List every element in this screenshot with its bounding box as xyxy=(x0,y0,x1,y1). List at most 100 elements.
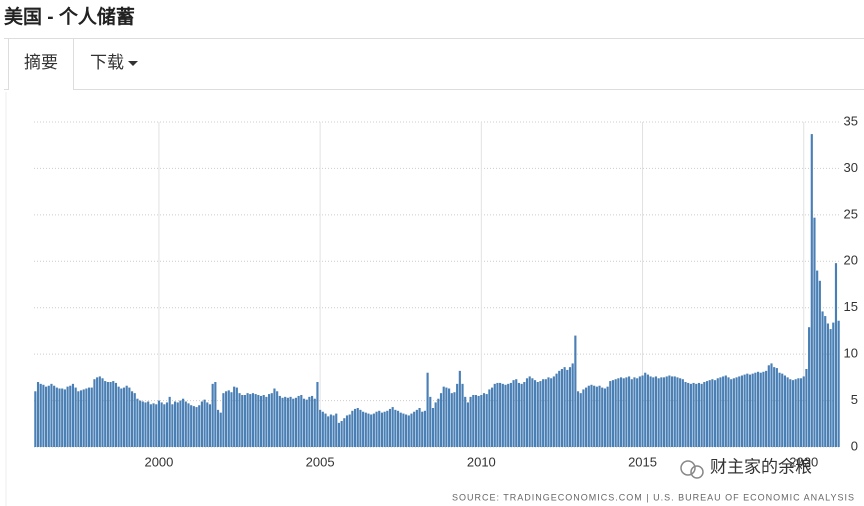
bar xyxy=(423,410,426,447)
bar xyxy=(442,386,445,447)
bar xyxy=(488,389,491,447)
bar xyxy=(638,376,641,447)
bar xyxy=(356,408,359,447)
bar xyxy=(190,405,193,447)
bar xyxy=(531,378,534,447)
bar xyxy=(125,385,128,447)
bar xyxy=(431,408,435,447)
bar xyxy=(829,329,832,447)
bar xyxy=(453,392,456,447)
tab-label[interactable]: 下载 xyxy=(90,53,124,72)
bar xyxy=(109,382,112,447)
bar xyxy=(560,369,564,447)
bar xyxy=(90,387,93,447)
bar xyxy=(305,399,308,447)
bar xyxy=(810,134,813,448)
bar xyxy=(692,382,695,447)
bar xyxy=(713,380,717,447)
bar xyxy=(805,369,808,447)
bar xyxy=(39,383,42,447)
bar xyxy=(160,402,163,447)
bar xyxy=(246,393,249,447)
bar xyxy=(310,395,314,447)
y-tick-label: 15 xyxy=(844,299,858,314)
bar xyxy=(182,398,185,447)
bar xyxy=(568,367,572,447)
chart: SOURCE: TRADINGECONOMICS.COM | U.S. BURE… xyxy=(5,92,858,506)
bar xyxy=(740,375,744,447)
bar xyxy=(662,377,666,447)
bar xyxy=(211,383,214,447)
bar xyxy=(614,379,617,447)
bar xyxy=(571,363,574,447)
bar xyxy=(200,401,203,447)
bar xyxy=(155,404,158,447)
bar xyxy=(719,377,722,447)
bar xyxy=(367,413,370,447)
bar xyxy=(738,376,741,447)
bar xyxy=(778,372,781,447)
bar xyxy=(345,415,349,447)
bar xyxy=(208,404,212,447)
bar xyxy=(456,383,459,447)
bar xyxy=(730,379,733,447)
caret-icon[interactable] xyxy=(128,61,138,67)
bar xyxy=(289,396,292,447)
bar xyxy=(136,398,139,447)
bar xyxy=(727,377,730,447)
bar xyxy=(265,396,268,447)
bar xyxy=(630,379,633,447)
bar xyxy=(509,382,512,447)
bar xyxy=(708,380,711,447)
y-tick-label: 0 xyxy=(851,438,858,453)
bar xyxy=(259,395,263,447)
bar xyxy=(292,398,295,447)
bar xyxy=(732,378,735,447)
bar xyxy=(687,382,690,447)
bar xyxy=(262,395,265,447)
x-tick-label: 2005 xyxy=(306,454,335,469)
bar xyxy=(254,394,257,447)
bar xyxy=(536,382,539,447)
bar xyxy=(276,391,279,447)
bar xyxy=(574,335,577,447)
bar xyxy=(122,387,126,447)
bar xyxy=(50,383,53,447)
bar xyxy=(112,381,115,447)
bar xyxy=(598,385,601,447)
bar xyxy=(152,403,155,447)
bar xyxy=(364,412,367,447)
bar xyxy=(832,322,835,447)
tab-dropdown[interactable]: 下载 xyxy=(90,39,138,89)
watermark-text: 财主家的余粮 xyxy=(710,457,812,476)
bar xyxy=(284,396,287,447)
bar xyxy=(348,414,351,447)
bar xyxy=(399,412,402,447)
bar xyxy=(300,395,303,447)
bar xyxy=(163,404,166,447)
bar xyxy=(681,379,684,447)
bar xyxy=(504,384,507,447)
y-tick-label: 10 xyxy=(844,346,858,361)
bar xyxy=(79,390,83,447)
bar xyxy=(783,375,786,447)
bar xyxy=(593,385,596,447)
bar xyxy=(684,382,687,447)
tab[interactable]: 摘要 xyxy=(8,39,74,90)
bar xyxy=(799,378,803,447)
bar xyxy=(641,375,644,447)
bar xyxy=(216,409,220,447)
bar xyxy=(813,217,816,447)
y-tick-label: 20 xyxy=(844,253,858,268)
bar xyxy=(654,376,658,447)
bar xyxy=(434,402,437,447)
bar xyxy=(139,400,142,447)
bar xyxy=(88,387,91,447)
bar xyxy=(802,376,805,447)
watermark-icon xyxy=(690,465,704,479)
bar xyxy=(703,382,706,447)
bar xyxy=(611,380,615,447)
x-tick-label: 2000 xyxy=(144,454,173,469)
bar xyxy=(278,395,281,447)
bar xyxy=(555,373,558,447)
